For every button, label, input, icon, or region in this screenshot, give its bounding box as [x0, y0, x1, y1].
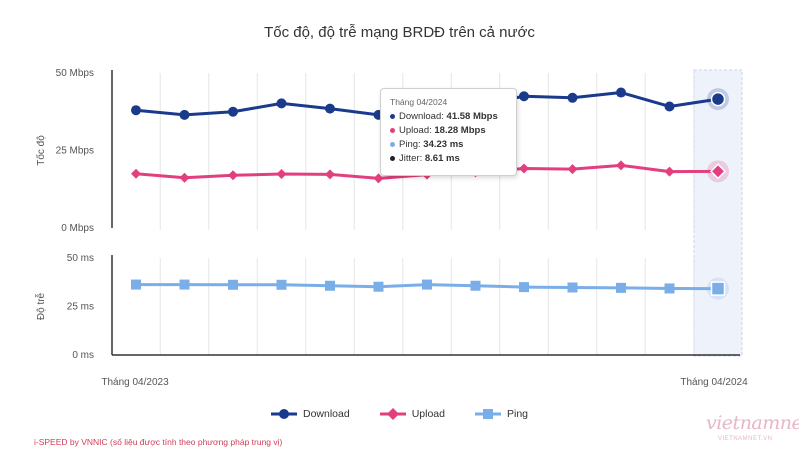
data-point [228, 279, 238, 290]
data-point [179, 172, 190, 183]
data-point [179, 279, 190, 290]
data-point [567, 282, 578, 293]
data-point [373, 173, 384, 184]
legend-label-upload: Upload [411, 408, 445, 420]
data-point [228, 106, 238, 117]
data-point [325, 280, 335, 291]
legend-diamond-icon [379, 408, 406, 420]
y-axis-title: Tốc độ [35, 135, 47, 166]
tooltip-label: Upload: [399, 125, 435, 136]
data-point [470, 280, 481, 291]
data-point [325, 169, 335, 180]
y-tick-label: 0 Mbps [61, 223, 94, 234]
data-point [131, 279, 141, 290]
legend-label-download: Download [303, 408, 350, 420]
tooltip-row: Download: 41.58 Mbps [390, 110, 507, 124]
data-point [131, 105, 141, 116]
y-tick-label: 25 Mbps [56, 146, 94, 157]
y-tick-label: 0 ms [72, 350, 94, 361]
data-point [567, 92, 578, 103]
data-point [616, 160, 626, 171]
tooltip-label: Ping: [399, 139, 424, 150]
bullet-icon [390, 141, 395, 147]
y-tick-label: 50 ms [67, 253, 94, 264]
y-tick-label: 25 ms [67, 302, 94, 313]
data-point [276, 98, 287, 109]
bullet-icon [390, 113, 395, 119]
data-point [179, 109, 190, 120]
data-point [616, 87, 626, 98]
tooltip-row: Ping: 34.23 ms [390, 138, 507, 152]
data-point [422, 279, 432, 290]
data-point [664, 166, 675, 177]
y-tick-label: 50 Mbps [56, 68, 94, 79]
chart-title: Tốc độ, độ trễ mạng BRDĐ trên cả nước [264, 24, 535, 41]
data-point [664, 283, 675, 294]
data-point [325, 103, 335, 114]
highlight-band [693, 69, 743, 357]
legend-circle-icon [271, 409, 297, 419]
tooltip-value: 8.61 ms [424, 153, 460, 164]
data-point [567, 164, 578, 175]
tooltip-value: 18.28 Mbps [434, 125, 486, 136]
tooltip-row: Upload: 18.28 Mbps [390, 124, 507, 138]
watermark-text: vietnamnet [706, 412, 799, 434]
data-point [276, 279, 287, 290]
tooltip-value: 34.23 ms [423, 139, 464, 150]
data-point [373, 281, 384, 292]
source-note: i-SPEED by VNNIC (số liệu được tính theo… [34, 437, 283, 447]
y-axis-title: Độ trễ [34, 292, 47, 320]
data-point [616, 282, 626, 293]
tooltip-label: Download: [399, 111, 447, 122]
legend-label-ping: Ping [506, 408, 528, 420]
data-tooltip: Tháng 04/2024 Download: 41.58 Mbps Upload… [380, 88, 517, 176]
data-point [709, 163, 727, 180]
chart-legend: Download Upload Ping [0, 408, 799, 420]
bullet-icon [390, 127, 395, 133]
legend-item-download[interactable]: Download [271, 408, 350, 420]
data-point [228, 170, 238, 181]
data-point [519, 91, 529, 102]
tooltip-label: Jitter: [399, 153, 425, 164]
data-point [519, 282, 529, 293]
data-point [664, 101, 675, 112]
watermark-subtext: VIETNAMNET.VN [718, 436, 773, 442]
watermark-logo: vietnamnet VIETNAMNET.VN [688, 412, 799, 448]
data-point [710, 91, 726, 107]
tooltip-row: Jitter: 8.61 ms [390, 152, 507, 166]
bullet-icon [390, 155, 395, 161]
legend-item-upload[interactable]: Upload [379, 408, 445, 420]
legend-square-icon [474, 409, 501, 419]
x-tick-label: Tháng 04/2023 [101, 377, 169, 388]
legend-item-ping[interactable]: Ping [474, 408, 528, 420]
x-tick-label: Tháng 04/2024 [680, 377, 748, 388]
data-point [519, 163, 529, 174]
data-point [276, 169, 287, 180]
data-point [710, 281, 726, 296]
tooltip-value: 41.58 Mbps [446, 111, 498, 122]
tooltip-title: Tháng 04/2024 [390, 97, 448, 107]
data-point [131, 168, 141, 179]
